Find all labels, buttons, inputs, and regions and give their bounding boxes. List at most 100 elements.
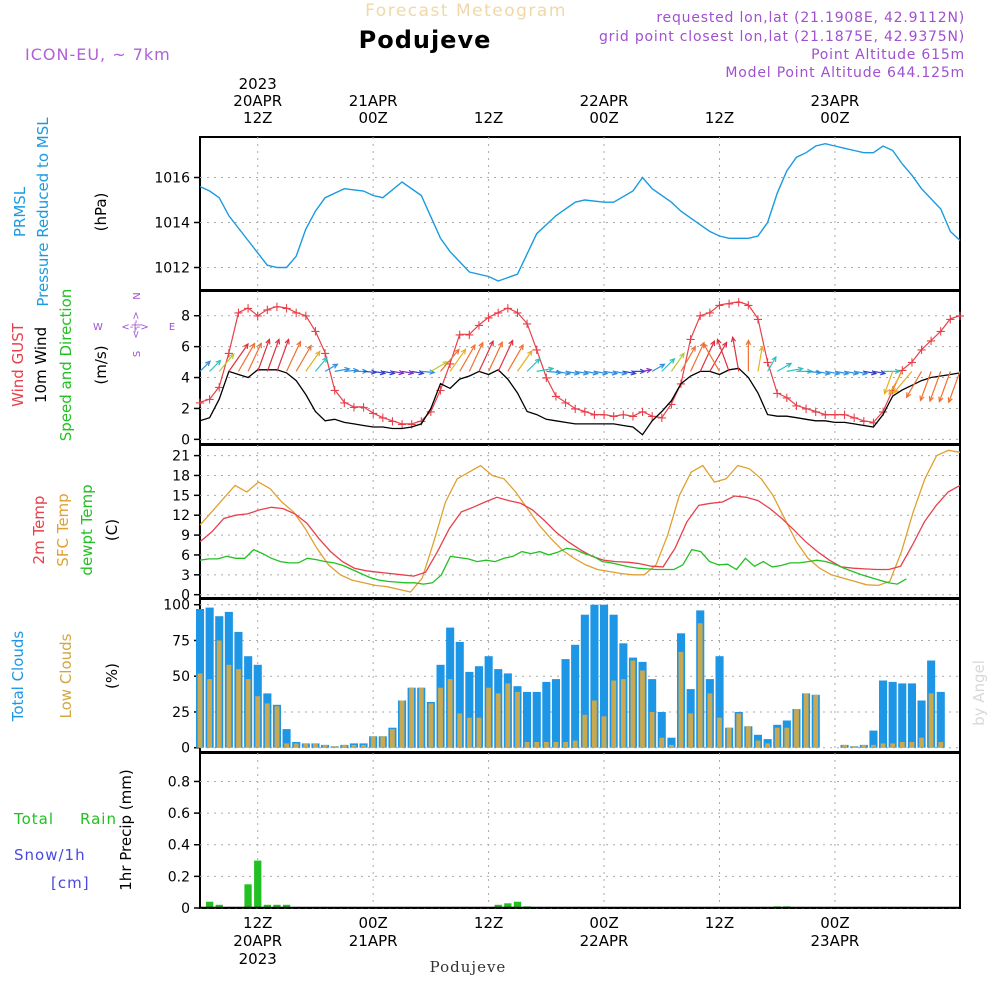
total-cloud-bar [657, 712, 666, 748]
gust-marker: + [204, 393, 215, 408]
gust-marker: + [368, 407, 379, 422]
low-cloud-bar [803, 693, 809, 748]
low-cloud-bar [919, 737, 924, 748]
wind-arrow [440, 349, 460, 372]
cloud-ytick-label: 25 [172, 705, 190, 721]
time-label-bottom: 23APR [811, 932, 860, 950]
low-cloud-bar [620, 679, 626, 748]
wind-arrow [266, 339, 280, 372]
time-label-top: 23APR [811, 92, 860, 110]
wind-arrow [767, 356, 777, 372]
wind-arrow [594, 370, 608, 375]
low-cloud-bar [851, 746, 857, 748]
cloud-frame [199, 598, 961, 753]
gust-marker: + [550, 390, 561, 405]
wind-arrow [716, 339, 730, 372]
low-cloud-bar [745, 726, 751, 748]
low-cloud-bar [592, 700, 597, 748]
time-label-bottom: 21APR [349, 932, 398, 950]
wind-arrow [834, 370, 849, 375]
precip-ytick-label: 0.8 [168, 774, 190, 790]
gust-marker: + [955, 309, 966, 324]
wind-arrow-head [659, 363, 666, 369]
wind-arrow [305, 351, 321, 372]
gust-marker: + [945, 312, 956, 327]
wind-arrow [516, 350, 533, 372]
low-cloud-bar [457, 713, 463, 748]
low-cloud-bar [390, 729, 395, 748]
gust-marker: + [262, 303, 273, 318]
gust-marker: + [878, 405, 889, 420]
wind-arrow-head [548, 366, 555, 372]
wind-arrow-head [947, 397, 953, 404]
wind-arrow-head [716, 338, 722, 345]
wind-arrow [257, 339, 270, 372]
wind-arrow-head [797, 366, 804, 372]
low-cloud-bar [736, 713, 742, 748]
total-cloud-bar [282, 729, 291, 748]
wind-arrow [603, 370, 617, 375]
low-cloud-bar [313, 743, 318, 748]
gust-marker: + [916, 343, 927, 358]
gust-marker: + [310, 325, 321, 340]
time-label-top: 00Z [589, 109, 618, 127]
precip-label-rain: Rain [80, 810, 117, 828]
wind-arrow [786, 367, 803, 372]
wind-arrow [228, 343, 249, 372]
wind-unit: (m/s) [92, 345, 110, 384]
wind-arrow-head [250, 342, 256, 349]
wind-ytick-label: 8 [181, 309, 190, 325]
wind-arrow-head [205, 360, 211, 367]
gust-marker: + [897, 363, 908, 378]
watermark: by Angel [970, 660, 988, 726]
low-cloud-bar [264, 703, 270, 748]
wind-arrow [401, 370, 414, 374]
gust-marker: + [358, 400, 369, 415]
gust-marker: + [320, 346, 331, 361]
rain-bar [494, 904, 502, 908]
low-cloud-bar [774, 727, 780, 748]
wind-arrow-head [710, 339, 716, 347]
wind-arrow-head [786, 362, 793, 368]
time-label-top: 00Z [358, 109, 387, 127]
gust-marker: + [762, 356, 773, 371]
gust-marker: + [599, 408, 610, 423]
wind-ytick-label: 4 [181, 371, 190, 387]
low-cloud-bar [794, 709, 799, 748]
total-cloud-bar [600, 604, 609, 748]
precip-label-snow: Snow/1h [14, 846, 86, 864]
wind-arrow [497, 340, 514, 372]
gust-marker: + [618, 408, 629, 423]
wind-arrow [661, 358, 675, 372]
wind-arrow [507, 344, 524, 372]
wind-arrow-head [306, 344, 312, 351]
wind-arrow-head [888, 389, 894, 396]
total-cloud-bar [888, 681, 897, 748]
low-cloud-bar [890, 743, 896, 748]
wind-arrow-head [497, 340, 503, 348]
wind-arrow [757, 346, 763, 372]
gust-marker: + [637, 405, 648, 420]
wind-arrow-head [243, 342, 249, 349]
gust-marker: + [627, 410, 638, 425]
gust-marker: + [243, 302, 254, 317]
wind-arrow [670, 352, 685, 372]
wind-arrow [709, 342, 728, 372]
low-cloud-bar [467, 717, 472, 748]
wind-arrow [623, 370, 636, 375]
wind-arrow [209, 360, 221, 372]
temp-ytick-label: 6 [181, 548, 190, 564]
wind-arrow [324, 363, 338, 372]
wind-arrow-head [284, 338, 290, 345]
time-label-bottom: 12Z [705, 914, 734, 932]
low-cloud-bar [582, 714, 588, 748]
wind-arrow-head [938, 396, 944, 403]
wind-arrow-head [702, 342, 708, 349]
low-cloud-bar [216, 640, 222, 748]
total-cloud-bar [205, 607, 214, 748]
time-label-bottom: 20APR [233, 932, 282, 950]
temp-ytick-label: 15 [172, 488, 190, 504]
time-label-bottom: 00Z [589, 914, 618, 932]
precip-ytick-label: 0 [181, 901, 190, 917]
